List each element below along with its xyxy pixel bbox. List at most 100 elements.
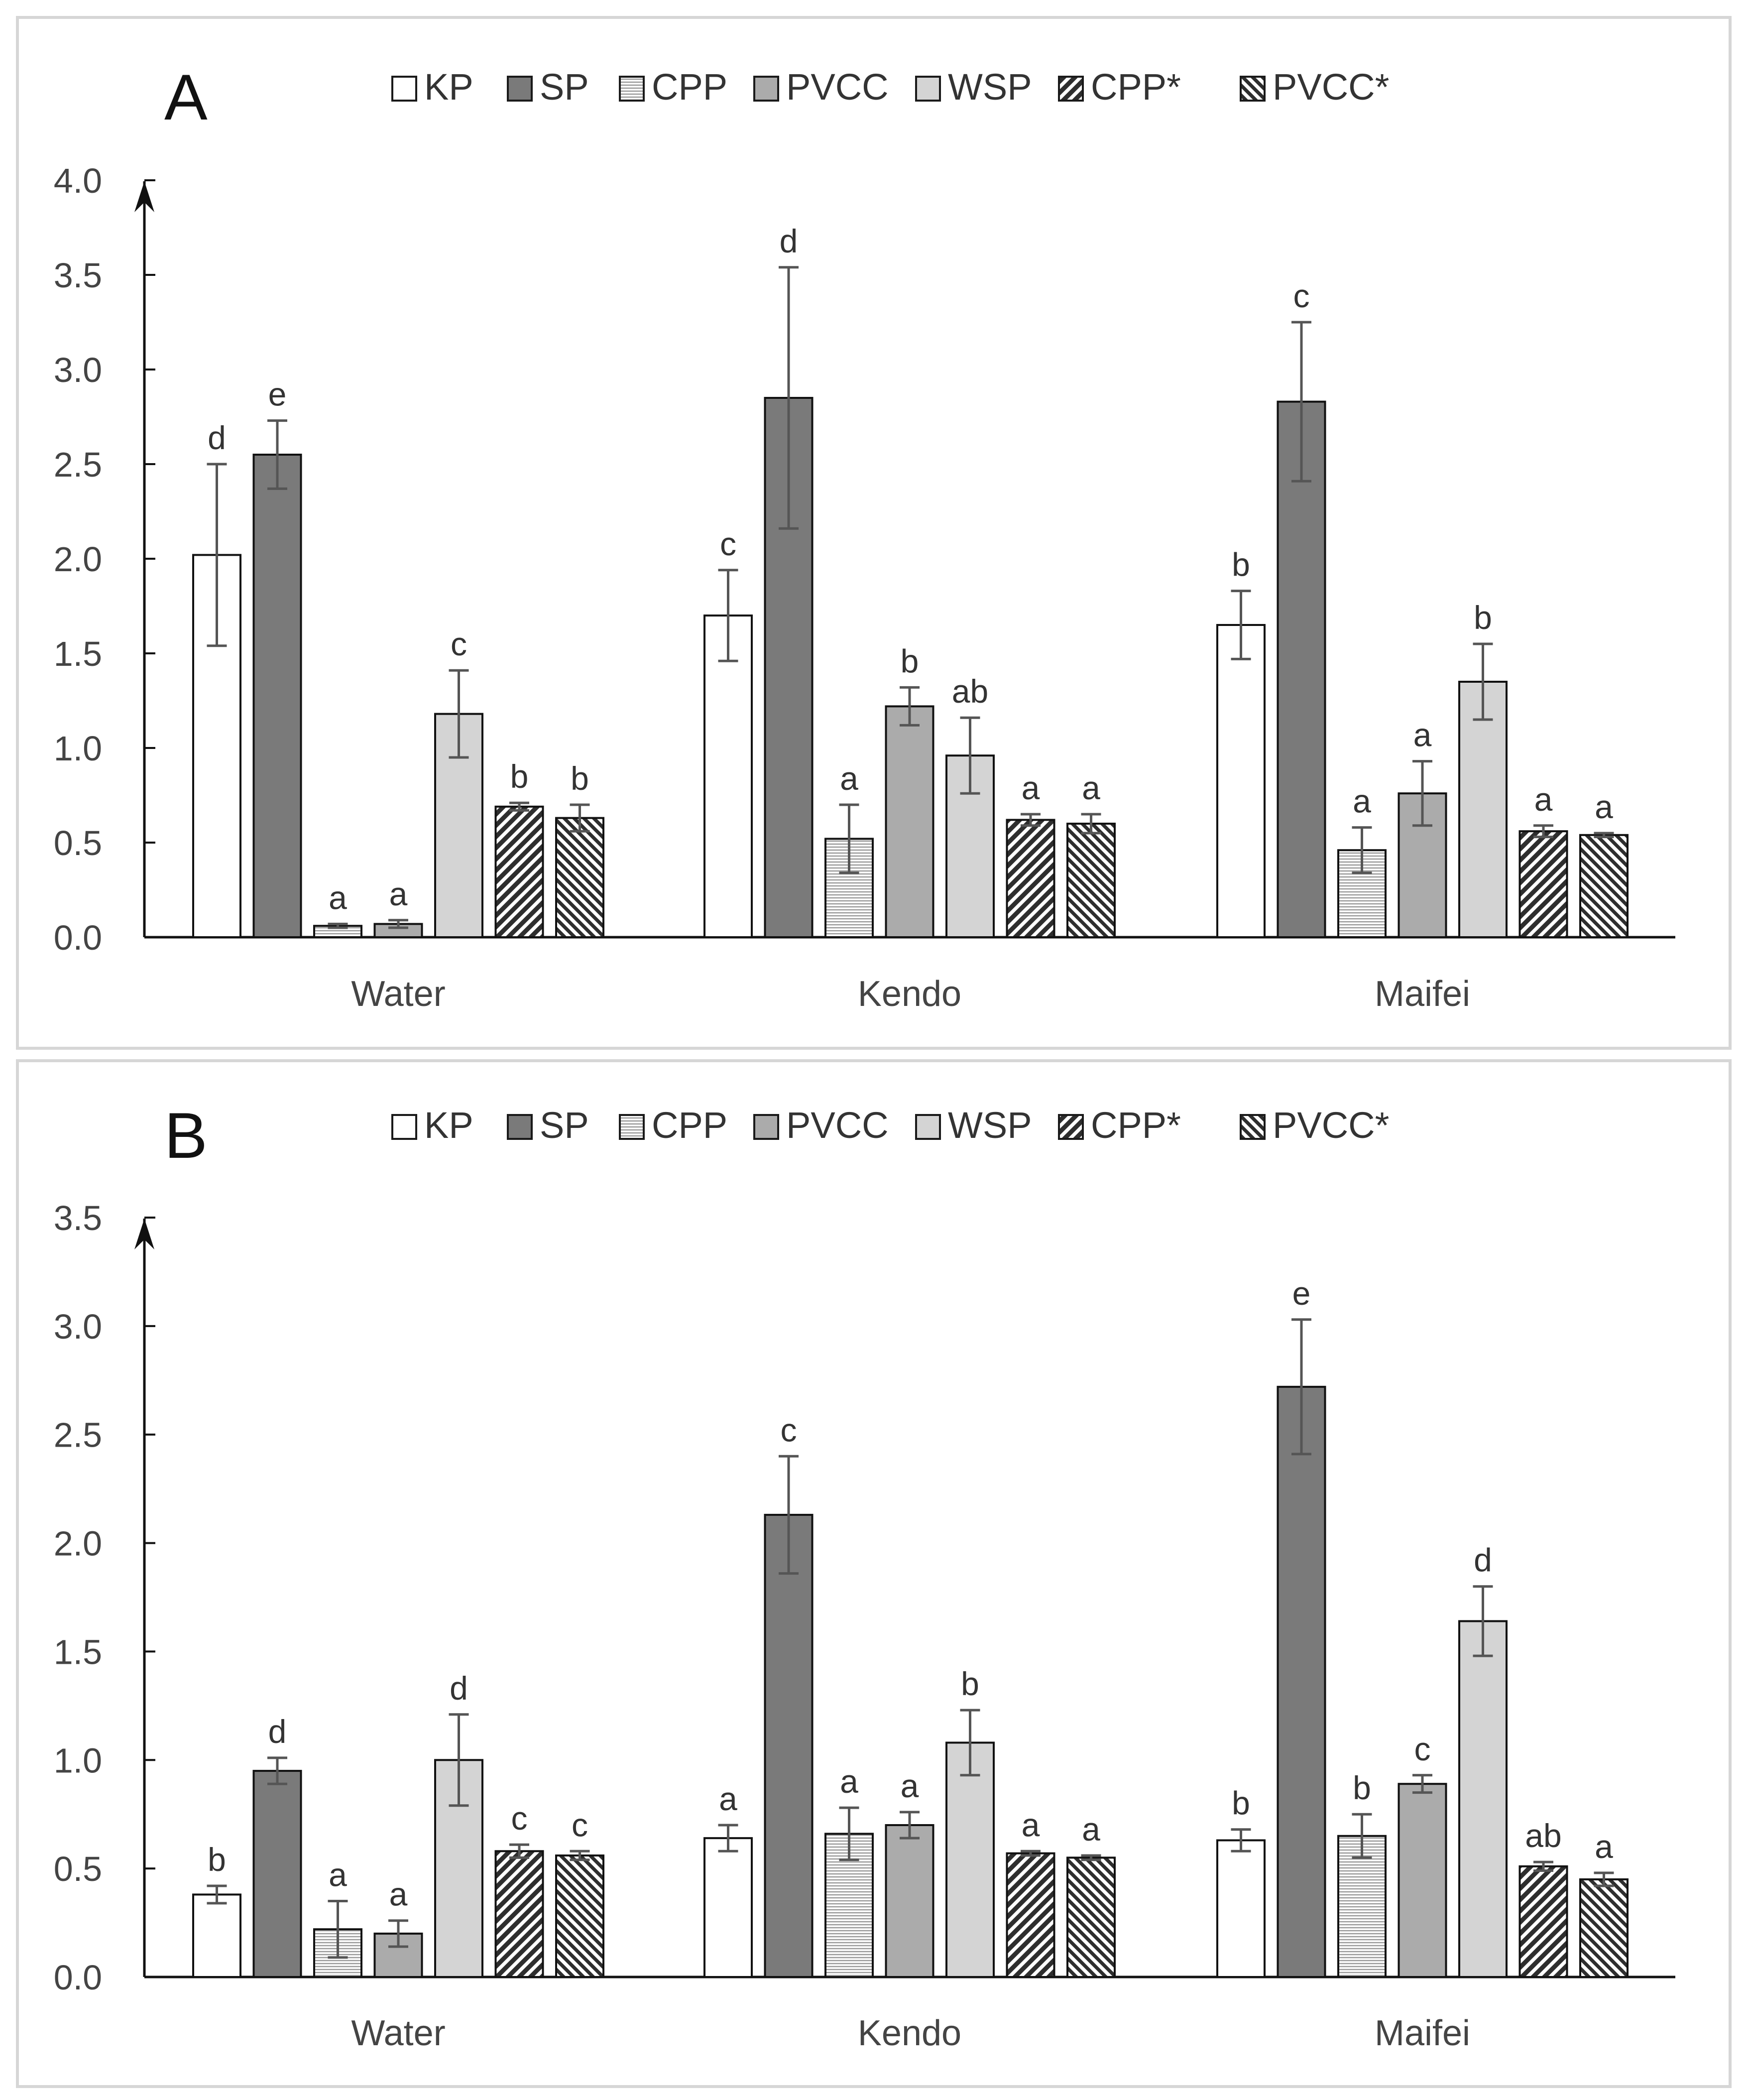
error-bar (207, 1884, 227, 1905)
x-category-label: Maifei (1375, 974, 1470, 1014)
significance-letter: a (329, 879, 347, 916)
error-bar (1533, 824, 1553, 839)
legend-label: SP (540, 1105, 589, 1146)
error-bar (1021, 1850, 1041, 1857)
error-bar (1352, 1813, 1372, 1859)
legend-label: CPP (652, 66, 727, 108)
significance-letter: c (720, 525, 736, 562)
significance-letter: c (781, 1411, 797, 1448)
legend-label: WSP (948, 66, 1032, 108)
panel-label: B (164, 1099, 208, 1172)
error-bar (960, 1709, 980, 1777)
legend-item: PVCC (753, 1105, 889, 1146)
significance-letter: a (329, 1856, 347, 1893)
y-axis-arrow (134, 1219, 154, 1249)
legend-swatch (753, 1114, 779, 1140)
legend-item: WSP (915, 66, 1032, 108)
x-category-label: Kendo (858, 2013, 961, 2053)
legend-label: PVCC* (1273, 66, 1389, 108)
bar (494, 1850, 544, 1978)
bar (1006, 819, 1055, 939)
significance-letter: b (571, 760, 589, 797)
significance-letter: a (1082, 769, 1100, 806)
significance-letter: b (1232, 546, 1250, 583)
error-bar (779, 1455, 799, 1575)
y-tick-label: 3.0 (54, 1307, 102, 1346)
error-bar (1231, 590, 1251, 660)
legend-label: CPP* (1091, 66, 1181, 108)
error-bar (1081, 1854, 1101, 1861)
error-bar (1081, 813, 1101, 835)
y-tick-label: 0.0 (54, 1958, 102, 1997)
legend-item: CPP* (1058, 66, 1181, 108)
chart-a: A KP SP CPP PVCC WSP CPP* PVCC* 0.0 0.5 1.0 1.5 2.0 2… (16, 16, 1732, 1050)
bar (252, 1770, 302, 1978)
error-bar (328, 922, 348, 929)
legend-item: PVCC (753, 66, 889, 108)
error-bar (1473, 642, 1493, 721)
legend-label: SP (540, 66, 589, 108)
bar (1277, 400, 1326, 938)
bar (1458, 681, 1508, 938)
significance-letter: a (1353, 783, 1371, 820)
significance-letter: d (450, 1670, 468, 1707)
legend: KP SP CPP PVCC WSP CPP* PVCC* (391, 66, 1389, 108)
bar (1066, 1856, 1116, 1978)
significance-letter: a (1595, 788, 1613, 825)
error-bar (1473, 1585, 1493, 1657)
error-bar (1533, 1860, 1553, 1872)
y-axis-arrow (134, 181, 154, 212)
bar (555, 1854, 604, 1978)
y-tick-label: 2.5 (54, 445, 102, 484)
significance-letter: a (389, 1876, 408, 1913)
bar (1518, 830, 1568, 938)
error-bar (718, 1824, 738, 1853)
significance-letter: a (840, 1763, 858, 1800)
error-bar (1412, 760, 1432, 827)
y-tick-label: 0.5 (54, 1850, 102, 1888)
legend-label: KP (424, 66, 473, 108)
significance-letter: a (1082, 1811, 1100, 1848)
bar (1337, 1835, 1387, 1978)
y-tick-label: 4.0 (54, 161, 102, 200)
legend-swatch (507, 1114, 533, 1140)
y-tick-label: 3.0 (54, 351, 102, 389)
y-tick-label: 3.5 (54, 256, 102, 295)
y-tick-label: 1.0 (54, 729, 102, 768)
bar (703, 615, 753, 938)
legend-item: CPP (619, 1105, 727, 1146)
legend-swatch (507, 76, 533, 102)
panel-a: A KP SP CPP PVCC WSP CPP* PVCC* 0.0 0.5 1.0 1.5 2.0 2… (16, 16, 1732, 1050)
x-category-label: Water (351, 974, 445, 1014)
error-bar (1594, 1871, 1614, 1887)
significance-letter: d (1474, 1542, 1492, 1579)
legend-label: PVCC* (1273, 1105, 1389, 1146)
legend-swatch (1240, 76, 1266, 102)
panel-b: B KP SP CPP PVCC WSP CPP* PVCC* 0.0 0.5 1.0 1.5 2.0 2… (0, 1051, 1749, 2100)
significance-letter: c (511, 1800, 528, 1837)
y-tick-label: 1.0 (54, 1741, 102, 1780)
y-tick-label: 1.5 (54, 1632, 102, 1671)
significance-letter: c (572, 1806, 588, 1843)
bar (945, 1741, 995, 1978)
legend-label: PVCC (786, 66, 889, 108)
bar (1518, 1865, 1568, 1978)
legend-label: WSP (948, 1105, 1032, 1146)
significance-letter: a (1534, 781, 1553, 818)
significance-letter: e (268, 376, 287, 413)
legend-label: CPP* (1091, 1105, 1181, 1146)
legend-swatch (915, 76, 941, 102)
legend: KP SP CPP PVCC WSP CPP* PVCC* (391, 1105, 1389, 1146)
bar (494, 805, 544, 939)
error-bar (207, 463, 227, 647)
error-bar (1594, 832, 1614, 839)
legend-swatch (391, 1114, 417, 1140)
y-axis: 0.0 0.5 1.0 1.5 2.0 2.5 3.0 3.5 (54, 1199, 155, 1997)
error-bar (839, 1806, 859, 1861)
error-bar (328, 1900, 348, 1959)
error-bar (267, 1756, 287, 1785)
legend-swatch (391, 76, 417, 102)
legend-item: KP (391, 1105, 473, 1146)
error-bar (839, 803, 859, 874)
